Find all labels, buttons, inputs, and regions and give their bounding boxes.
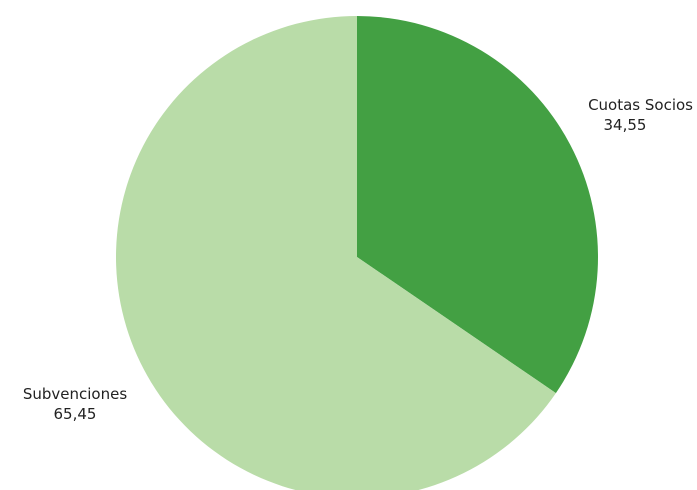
slice-label-cuotas-socios: Cuotas Socios [588, 96, 693, 114]
slice-label-subvenciones: Subvenciones [23, 385, 127, 403]
pie-slice-subvenciones [116, 16, 556, 490]
pie-slice-cuotas-socios [357, 16, 598, 394]
pie-labels: Cuotas Socios 34,55 Subvenciones 65,45 [23, 96, 693, 423]
slice-value-cuotas-socios: 34,55 [604, 116, 647, 134]
pie-slices [116, 16, 598, 490]
slice-value-subvenciones: 65,45 [54, 405, 97, 423]
